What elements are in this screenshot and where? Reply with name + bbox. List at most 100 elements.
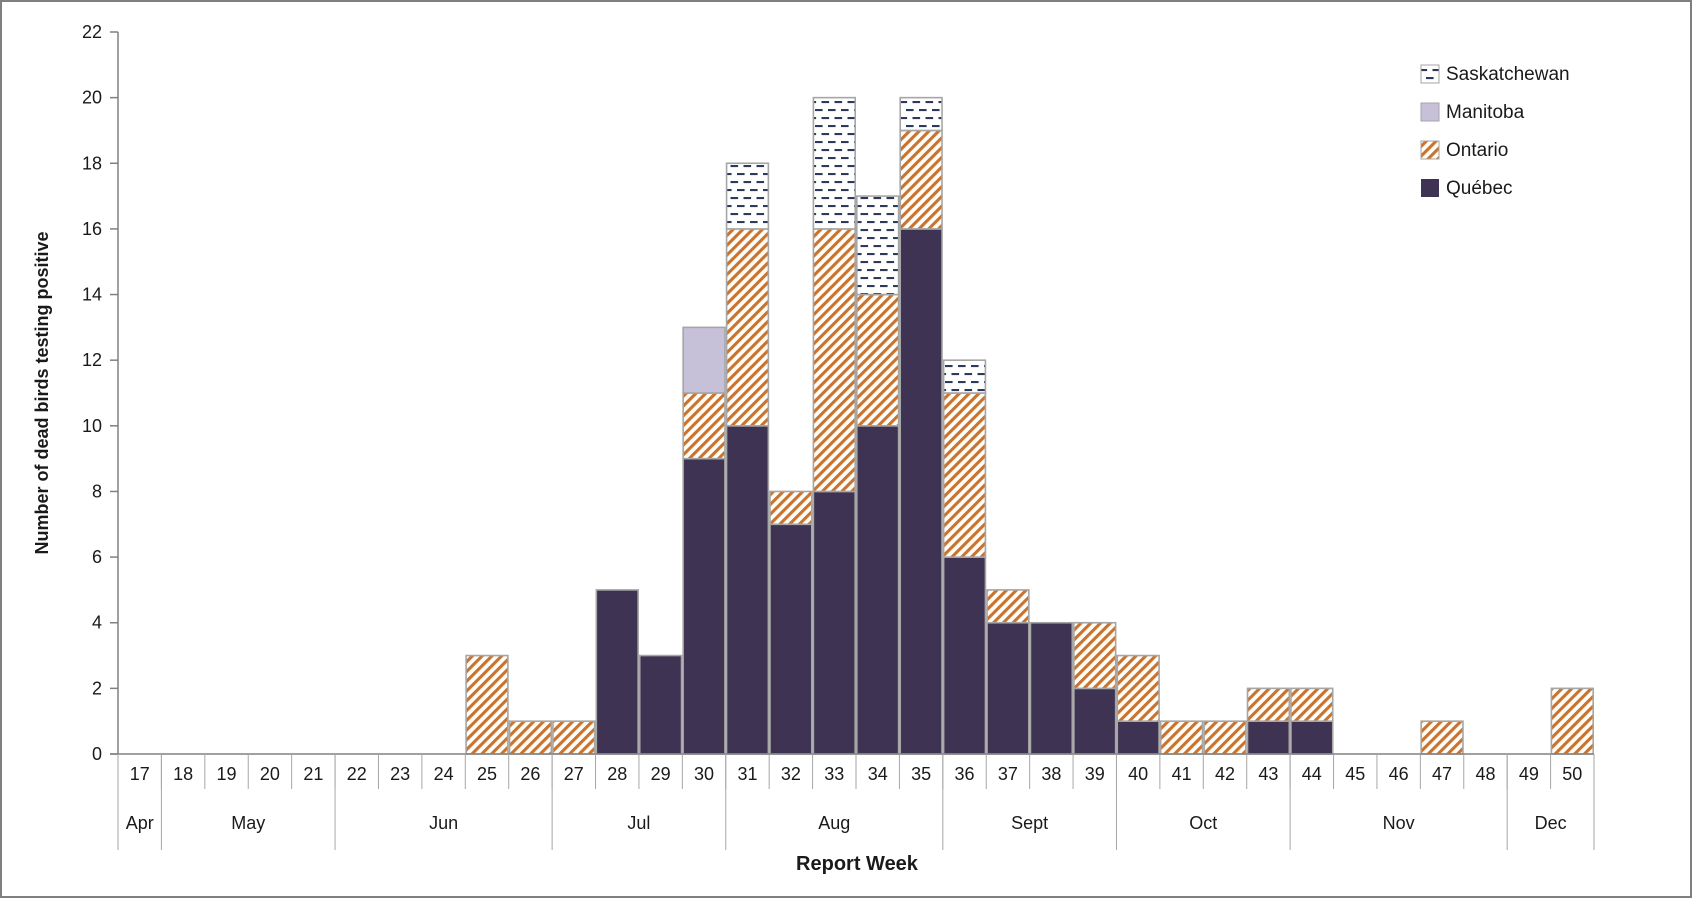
week-label: 44	[1302, 764, 1322, 784]
bar-segment-québec-week-34	[855, 425, 900, 755]
bar-segment-québec-week-40	[1116, 720, 1160, 755]
week-label: 25	[477, 764, 497, 784]
week-label: 39	[1085, 764, 1105, 784]
bar-segment-ontario-week-36	[942, 392, 987, 558]
bar-segment-québec-week-35	[899, 228, 943, 755]
legend-item-manitoba: Manitoba	[1420, 102, 1525, 123]
bar-segment-ontario-week-42	[1203, 720, 1247, 755]
week-label: 27	[564, 764, 584, 784]
y-tick-label: 16	[82, 219, 102, 239]
month-label: Aug	[818, 813, 850, 833]
legend-item-québec: Québec	[1421, 178, 1513, 199]
bar-segment-saskatchewan-week-31	[725, 162, 770, 230]
bar-segment-québec-week-44	[1290, 720, 1334, 755]
week-label: 33	[824, 764, 844, 784]
bar-segment-québec-week-33	[812, 490, 857, 755]
week-label: 46	[1389, 764, 1409, 784]
y-tick-label: 8	[92, 481, 102, 501]
bar-segment-québec-week-28	[595, 589, 639, 755]
week-label: 24	[434, 764, 454, 784]
week-label: 40	[1128, 764, 1148, 784]
bar-segment-ontario-week-37	[986, 589, 1030, 624]
bar-segment-ontario-week-26	[508, 720, 553, 755]
bar-segment-saskatchewan-week-35	[899, 96, 943, 132]
y-tick-label: 18	[82, 153, 102, 173]
week-label: 19	[217, 764, 237, 784]
bar-segment-ontario-week-33	[812, 228, 857, 493]
week-label: 29	[651, 764, 671, 784]
bar-segment-ontario-week-39	[1073, 621, 1117, 690]
bar-segment-québec-week-30	[682, 457, 726, 755]
bar-segment-québec-week-38	[1029, 621, 1074, 755]
axes-layer	[110, 31, 1595, 850]
week-label: 34	[868, 764, 888, 784]
bars-layer	[465, 96, 1595, 755]
y-tick-label: 22	[82, 22, 102, 42]
y-tick-label: 14	[82, 285, 102, 305]
month-label: Sept	[1011, 813, 1048, 833]
month-label: Nov	[1383, 813, 1415, 833]
bar-segment-ontario-week-32	[769, 490, 813, 526]
week-label: 21	[303, 764, 323, 784]
week-label: 50	[1562, 764, 1582, 784]
week-label: 26	[520, 764, 540, 784]
bar-segment-ontario-week-31	[725, 228, 770, 427]
y-tick-label: 6	[92, 547, 102, 567]
bar-segment-ontario-week-40	[1116, 654, 1160, 722]
week-label: 30	[694, 764, 714, 784]
month-label: Oct	[1189, 813, 1217, 833]
legend: Saskatchewan Manitoba Ontario Québec	[1420, 64, 1570, 199]
week-label: 35	[911, 764, 931, 784]
week-label: 36	[955, 764, 975, 784]
bar-segment-saskatchewan-week-33	[812, 96, 857, 230]
legend-item-saskatchewan: Saskatchewan	[1420, 64, 1570, 85]
x-axis-title: Report Week	[796, 853, 919, 875]
week-label: 23	[390, 764, 410, 784]
week-label: 31	[737, 764, 757, 784]
month-label: Jun	[429, 813, 458, 833]
week-label: 38	[1041, 764, 1061, 784]
bar-segment-québec-week-36	[942, 556, 987, 755]
bar-segment-québec-week-32	[769, 523, 813, 755]
y-tick-label: 4	[92, 613, 102, 633]
bar-segment-ontario-week-41	[1159, 720, 1204, 755]
y-tick-label: 10	[82, 416, 102, 436]
week-label: 47	[1432, 764, 1452, 784]
bar-segment-québec-week-39	[1073, 687, 1117, 755]
bar-segment-ontario-week-30	[682, 392, 726, 460]
week-label: 48	[1475, 764, 1495, 784]
bar-segment-ontario-week-25	[465, 654, 509, 755]
legend-label: Saskatchewan	[1446, 64, 1570, 85]
month-label: May	[231, 813, 265, 833]
week-label: 49	[1519, 764, 1539, 784]
week-label: 45	[1345, 764, 1365, 784]
bar-segment-ontario-week-43	[1246, 687, 1291, 722]
bar-segment-ontario-week-35	[899, 129, 943, 230]
bar-segment-ontario-week-50	[1550, 687, 1595, 755]
bar-segment-saskatchewan-week-34	[855, 195, 900, 296]
y-axis-title: Number of dead birds testing positive	[32, 231, 52, 554]
bar-segment-québec-week-29	[638, 654, 683, 755]
bar-segment-québec-week-31	[725, 425, 770, 755]
month-label: Dec	[1535, 813, 1567, 833]
bar-segment-ontario-week-44	[1290, 687, 1334, 722]
legend-label: Québec	[1446, 178, 1513, 199]
bar-segment-ontario-week-34	[855, 293, 900, 427]
y-tick-label: 2	[92, 678, 102, 698]
legend-item-ontario: Ontario	[1420, 140, 1508, 161]
week-label: 37	[998, 764, 1018, 784]
legend-label: Manitoba	[1446, 102, 1525, 123]
week-label: 18	[173, 764, 193, 784]
bar-segment-ontario-week-27	[552, 720, 596, 755]
month-label: Apr	[126, 813, 154, 833]
week-label: 22	[347, 764, 367, 784]
bar-segment-québec-week-43	[1246, 720, 1291, 755]
week-label: 42	[1215, 764, 1235, 784]
y-tick-label: 0	[92, 744, 102, 764]
y-tick-label: 20	[82, 88, 102, 108]
legend-label: Ontario	[1446, 140, 1508, 161]
bar-segment-québec-week-37	[986, 621, 1030, 755]
